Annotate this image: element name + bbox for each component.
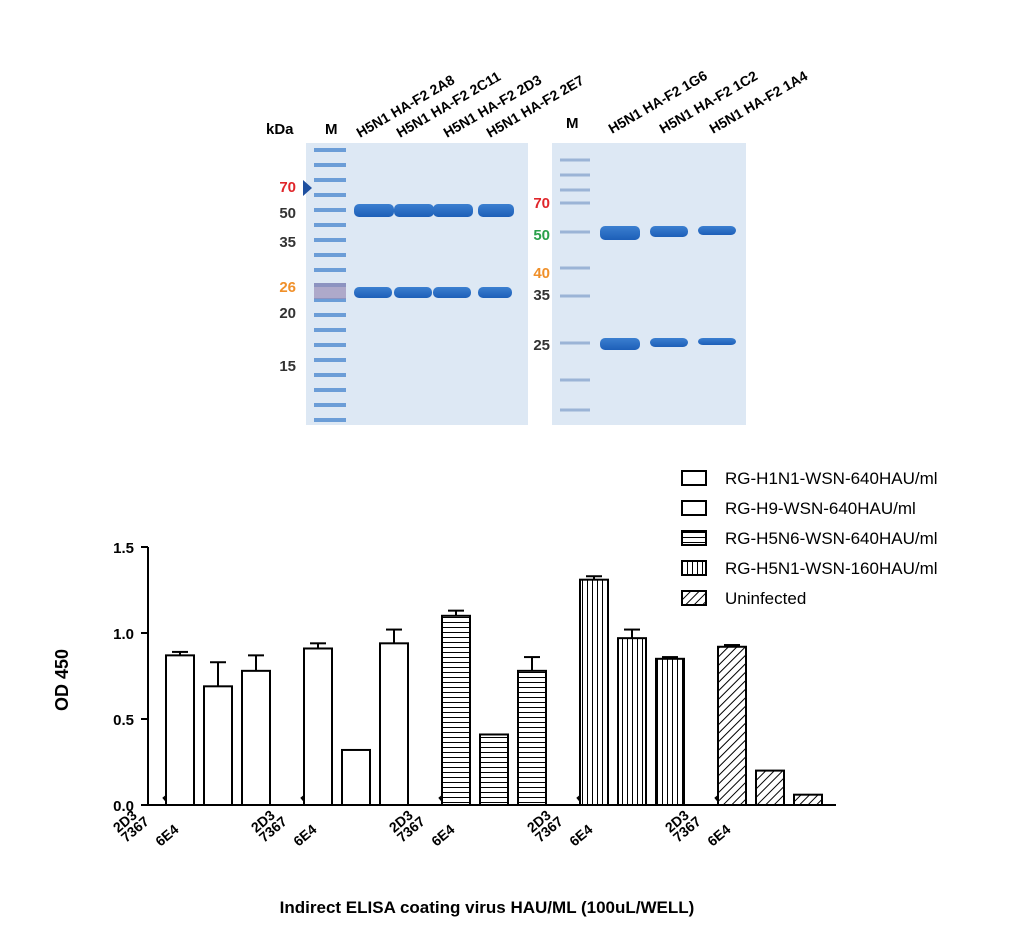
marker-label: 25 [533, 337, 550, 354]
marker-band [560, 294, 590, 298]
protein-band [354, 204, 394, 217]
marker-band [314, 268, 346, 272]
marker-band [314, 418, 346, 422]
bar [203, 685, 233, 807]
gel-bands [303, 148, 736, 422]
marker-band [560, 408, 590, 412]
marker-band [314, 163, 346, 167]
marker-label: 50 [279, 205, 296, 222]
marker-band [560, 266, 590, 270]
y-tick-label: 1.0 [113, 626, 134, 643]
x-tick-label: 6E4 [152, 821, 182, 849]
bar [441, 614, 471, 806]
y-axis-title: OD 450 [52, 649, 72, 711]
legend-label: RG-H9-WSN-640HAU/ml [725, 499, 916, 518]
legend-label: Uninfected [725, 589, 806, 608]
marker-label: 50 [533, 227, 550, 244]
marker-band [314, 358, 346, 362]
marker-label: 70 [279, 179, 296, 196]
bar [717, 645, 747, 807]
marker-band [560, 173, 590, 177]
legend-swatch [681, 470, 707, 486]
marker-band [314, 178, 346, 182]
protein-band [394, 204, 434, 217]
marker-label: 35 [279, 234, 296, 251]
y-tick-label: 0.5 [113, 712, 134, 729]
marker-label: 20 [279, 305, 296, 322]
bar [755, 769, 785, 806]
legend-swatch [681, 530, 707, 546]
protein-band [698, 226, 736, 235]
bar [165, 654, 195, 806]
protein-band [433, 204, 473, 217]
marker-band [314, 193, 346, 197]
marker-band [314, 253, 346, 257]
marker-band [314, 328, 346, 332]
bar [241, 669, 271, 807]
marker-label: 40 [533, 265, 550, 282]
bar [303, 647, 333, 806]
protein-band [650, 338, 688, 347]
gel-unit: kDa [266, 121, 294, 138]
gel-right [552, 143, 746, 425]
protein-band [478, 287, 512, 298]
protein-band [650, 226, 688, 237]
marker-band [314, 283, 346, 299]
y-tick-label: 0.0 [113, 798, 134, 815]
bar [479, 733, 509, 806]
gel-marker-lane: M [566, 115, 579, 132]
y-tick-label: 1.5 [113, 540, 134, 557]
protein-band [478, 204, 514, 217]
legend-swatch [681, 590, 707, 606]
protein-band [600, 338, 640, 350]
marker-band [560, 341, 590, 345]
marker-label: 70 [533, 195, 550, 212]
bar [655, 657, 685, 806]
marker-label: 26 [279, 279, 296, 296]
protein-band [600, 226, 640, 240]
gel-marker-lane: M [325, 121, 338, 138]
marker-label: 35 [533, 287, 550, 304]
marker-band [314, 343, 346, 347]
marker-band [314, 148, 346, 152]
marker-band [560, 158, 590, 162]
legend-label: RG-H5N1-WSN-160HAU/ml [725, 559, 938, 578]
marker-band [314, 313, 346, 317]
marker-label: 15 [279, 358, 296, 375]
legend-label: RG-H5N6-WSN-640HAU/ml [725, 529, 938, 548]
bar [579, 578, 609, 806]
marker-band [560, 378, 590, 382]
marker-band [314, 223, 346, 227]
bar [341, 748, 371, 807]
marker-band [314, 388, 346, 392]
protein-band [433, 287, 471, 298]
x-axis-title: Indirect ELISA coating virus HAU/ML (100… [280, 898, 695, 917]
bar [379, 642, 409, 806]
bar [517, 669, 547, 807]
marker-band [560, 201, 590, 205]
marker-band [314, 298, 346, 302]
x-tick-label: 6E4 [566, 821, 596, 849]
x-tick-label: 6E4 [290, 821, 320, 849]
marker-band [314, 373, 346, 377]
marker-band [560, 230, 590, 234]
legend-label: RG-H1N1-WSN-640HAU/ml [725, 469, 938, 488]
x-tick-label: 6E4 [704, 821, 734, 849]
protein-band [698, 338, 736, 345]
bar [617, 637, 647, 806]
x-tick-label: 6E4 [428, 821, 458, 849]
marker-band [560, 188, 590, 192]
marker-band [314, 403, 346, 407]
protein-band [394, 287, 432, 298]
bar [793, 793, 823, 806]
protein-band [354, 287, 392, 298]
marker-band [314, 238, 346, 242]
legend-swatch [681, 500, 707, 516]
legend-swatch [681, 560, 707, 576]
marker-band [314, 208, 346, 212]
marker-arrow [303, 180, 312, 196]
